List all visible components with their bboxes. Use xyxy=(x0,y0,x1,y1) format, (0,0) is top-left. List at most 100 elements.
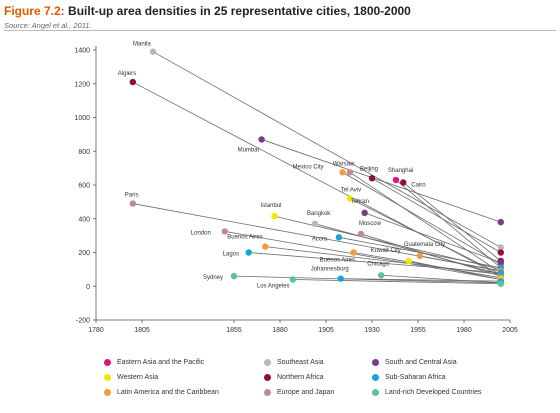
x-tick-label: 1880 xyxy=(272,327,288,334)
legend-label: Western Asia xyxy=(117,373,159,381)
city-label: Moscow xyxy=(359,221,382,227)
city-trend-line xyxy=(408,260,501,280)
city-label: Istanbul xyxy=(260,203,281,209)
x-tick-label: 1905 xyxy=(318,327,334,334)
legend-label: Land-rich Developed Countries xyxy=(385,388,482,396)
city-label: Johannesburg xyxy=(311,267,349,273)
city-trend-line xyxy=(364,212,501,264)
legend-item: Western Asia xyxy=(104,371,158,383)
y-tick-label: 1200 xyxy=(74,81,90,88)
header-divider xyxy=(4,30,556,31)
city-start-point xyxy=(245,249,252,256)
x-tick-label: 1780 xyxy=(88,327,104,334)
legend-item: Land-rich Developed Countries xyxy=(372,386,482,398)
legend-item: Europe and Japan xyxy=(264,386,334,398)
city-label: Algiers xyxy=(118,71,136,77)
figure-header: Figure 7.2: Built-up area densities in 2… xyxy=(4,4,556,30)
city-label: Los Angeles xyxy=(257,284,290,290)
legend-swatch xyxy=(372,388,379,396)
x-tick-label: 1930 xyxy=(364,327,380,334)
city-trend-line xyxy=(371,177,501,253)
city-start-point xyxy=(337,275,344,282)
city-label: Tel Aviv xyxy=(341,188,361,194)
city-start-point xyxy=(346,195,354,202)
city-start-point xyxy=(368,175,376,182)
city-label: Sydney xyxy=(203,275,223,281)
legend-swatch xyxy=(104,358,111,366)
city-trend-line xyxy=(314,223,501,275)
city-trend-line xyxy=(349,198,501,275)
figure-title: Figure 7.2: Built-up area densities in 2… xyxy=(4,4,556,18)
legend-swatch xyxy=(264,373,271,381)
city-label: London xyxy=(191,230,211,236)
legend-item: South and Central Asia xyxy=(372,356,457,368)
city-label: Paris xyxy=(125,193,139,199)
legend-swatch xyxy=(104,388,111,396)
y-tick-label: -200 xyxy=(76,318,90,325)
city-start-point xyxy=(346,169,354,176)
city-trend-line xyxy=(381,274,501,284)
city-label: Mexico City xyxy=(293,164,324,170)
legend-swatch xyxy=(372,358,379,366)
city-trend-line xyxy=(261,139,501,223)
legend-label: Northern Africa xyxy=(277,373,324,381)
legend-swatch xyxy=(372,373,379,381)
y-tick-label: 200 xyxy=(78,250,90,257)
city-start-point xyxy=(392,176,400,184)
y-tick-label: 1000 xyxy=(74,115,90,122)
y-tick-label: 400 xyxy=(78,216,90,223)
city-label: Cairo xyxy=(411,182,426,188)
city-trend-line xyxy=(233,275,501,284)
city-trend-line xyxy=(419,255,501,272)
legend-item: Sub-Saharan Africa xyxy=(372,371,446,383)
city-start-point xyxy=(416,252,424,260)
city-label: Mumbai xyxy=(238,147,259,153)
city-trend-line xyxy=(342,171,502,265)
y-tick-label: 800 xyxy=(78,149,90,156)
city-start-point xyxy=(230,272,238,280)
city-start-point xyxy=(221,228,228,235)
city-trend-line xyxy=(152,51,501,248)
city-end-point xyxy=(497,269,504,276)
city-start-point xyxy=(258,136,265,143)
city-end-point xyxy=(497,244,504,251)
y-tick-label: 600 xyxy=(78,183,90,190)
city-end-point xyxy=(497,280,504,287)
city-start-point xyxy=(311,220,319,228)
city-start-point xyxy=(339,169,346,176)
city-label: Buenos Aires xyxy=(320,258,355,264)
city-label: Manila xyxy=(133,42,151,48)
city-start-point xyxy=(271,213,278,220)
city-start-point xyxy=(400,179,407,186)
legend-item: Southeast Asia xyxy=(264,356,324,368)
city-trend-line xyxy=(340,278,501,282)
city-start-point xyxy=(378,272,385,279)
legend-label: Southeast Asia xyxy=(277,358,324,366)
city-label: Buenos Aires xyxy=(227,235,262,241)
y-tick-label: 1400 xyxy=(74,48,90,55)
city-start-point xyxy=(357,230,365,238)
x-tick-label: 2005 xyxy=(502,327,518,334)
city-end-point xyxy=(497,218,504,226)
city-trend-line xyxy=(292,279,501,285)
city-label: Shanghai xyxy=(388,168,413,174)
city-start-point xyxy=(405,257,412,265)
city-end-point xyxy=(497,249,504,256)
y-tick-label: 0 xyxy=(86,284,90,291)
city-end-point xyxy=(497,259,504,266)
city-label: Accra xyxy=(312,236,328,242)
legend-swatch xyxy=(264,358,271,366)
legend-item: Latin America and the Caribbean xyxy=(104,386,219,398)
legend-item: Northern Africa xyxy=(264,371,324,383)
city-start-point xyxy=(335,234,343,241)
city-start-point xyxy=(361,209,368,217)
legend-label: Europe and Japan xyxy=(277,388,335,396)
city-trend-line xyxy=(349,172,502,274)
city-start-point xyxy=(129,78,136,86)
figure-label: Figure 7.2: xyxy=(4,4,65,18)
x-tick-label: 1855 xyxy=(226,327,242,334)
city-start-point xyxy=(129,200,136,207)
city-trend-line xyxy=(403,182,502,262)
city-label: Lagos xyxy=(223,252,239,258)
